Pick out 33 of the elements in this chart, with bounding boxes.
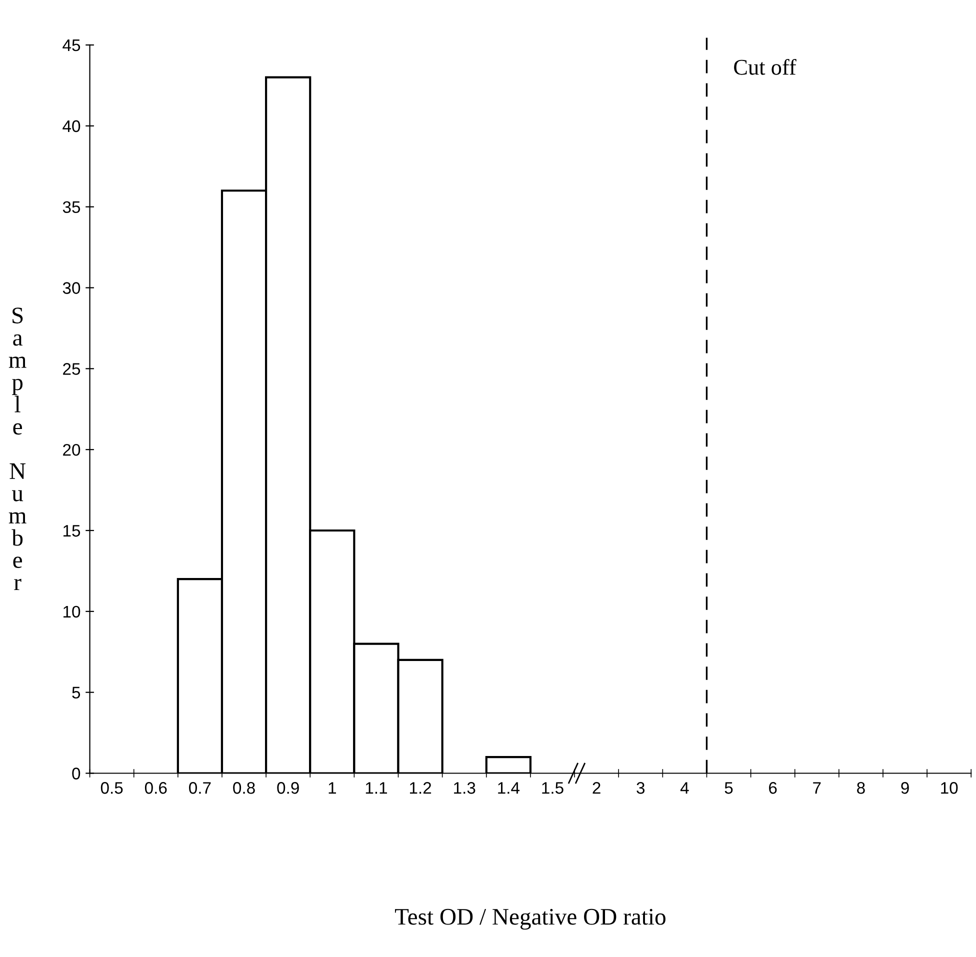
x-tick-label: 5 xyxy=(724,782,733,794)
y-tick-label: 0 xyxy=(72,768,80,780)
x-tick-label: 0.7 xyxy=(189,782,211,794)
x-tick-label: 1.5 xyxy=(542,782,564,794)
x-tick-label: 8 xyxy=(857,782,865,794)
x-tick-label: 4 xyxy=(680,782,689,794)
y-tick-label: 20 xyxy=(63,444,80,456)
y-tick-label: 15 xyxy=(64,525,80,537)
x-tick-label: 0.8 xyxy=(233,782,255,794)
text: Sample Number xyxy=(8,308,26,590)
x-tick-label: 1.2 xyxy=(410,782,432,794)
y-tick-label: 45 xyxy=(62,40,80,52)
y-tick-label: 40 xyxy=(62,120,80,132)
x-tick-label: 10 xyxy=(941,782,958,794)
x-tick-label: 1.4 xyxy=(498,782,520,794)
x-tick-label: 1.3 xyxy=(454,782,476,794)
x-tick-label: 1 xyxy=(328,782,336,794)
x-axis-title: Test OD / Negative OD ratio xyxy=(395,908,666,930)
x-tick-label: 1.1 xyxy=(366,782,387,794)
x-tick-label: 0.5 xyxy=(100,782,123,794)
y-tick-label: 10 xyxy=(64,606,80,618)
y-tick-label: 30 xyxy=(62,282,80,294)
x-tick-label: 0.9 xyxy=(277,782,299,794)
x-tick-label: 7 xyxy=(813,782,821,794)
x-tick-label: 6 xyxy=(769,782,777,794)
annotation: Cut off xyxy=(734,58,796,75)
x-tick-label: 9 xyxy=(901,782,909,794)
y-tick-label: 35 xyxy=(62,201,80,214)
y-tick-label: 5 xyxy=(72,686,80,699)
y-tick-label: 25 xyxy=(63,363,80,375)
x-tick-label: 2 xyxy=(592,782,600,794)
x-tick-label: 3 xyxy=(636,782,645,794)
x-tick-label: 0.6 xyxy=(144,782,167,794)
